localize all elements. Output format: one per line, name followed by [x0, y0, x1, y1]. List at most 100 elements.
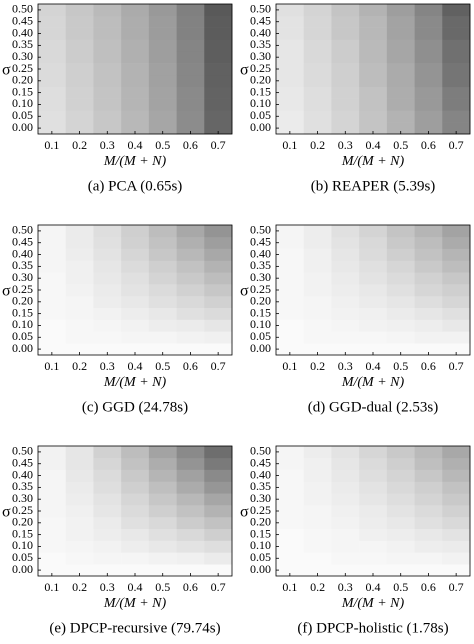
x-tick-label: 0.5 — [393, 580, 408, 594]
heatmap-cell — [359, 552, 388, 565]
heatmap-cell — [386, 86, 415, 99]
heatmap-cell — [359, 86, 388, 99]
heatmap-cell — [38, 343, 67, 356]
y-tick-label: 0.05 — [12, 108, 33, 122]
y-tick-label: 0.15 — [12, 526, 33, 540]
heatmap-cell — [442, 343, 471, 356]
heatmap-cell — [93, 225, 122, 238]
heatmap-cell — [386, 493, 415, 506]
heatmap-cell — [276, 295, 305, 309]
heatmap-cell — [65, 272, 94, 285]
heatmap-cell — [148, 481, 177, 494]
heatmap-cell — [442, 319, 471, 332]
heatmap-cell — [331, 225, 360, 238]
heatmap-cell — [303, 248, 332, 261]
heatmap-cell — [386, 319, 415, 332]
heatmap-cell — [176, 295, 205, 309]
heatmap-cell — [176, 110, 205, 123]
x-tick-label: 0.4 — [366, 138, 381, 152]
heatmap-cell — [65, 343, 94, 356]
y-tick-label: 0.50 — [250, 444, 271, 458]
heatmap-cell — [121, 51, 150, 64]
heatmap-cell — [148, 63, 177, 76]
y-tick-label: 0.45 — [250, 455, 271, 469]
heatmap-cell — [148, 295, 177, 309]
heatmap-cell — [442, 552, 471, 565]
heatmap-cell — [386, 248, 415, 261]
heatmap-cell — [442, 248, 471, 261]
heatmap-cell — [359, 39, 388, 52]
heatmap-cell — [414, 122, 443, 135]
heatmap-cell — [93, 446, 122, 459]
x-axis-label: M/(M + N) — [341, 596, 405, 611]
heatmap-cell — [148, 331, 177, 344]
heatmap-cell — [204, 319, 233, 332]
heatmap-cell — [442, 272, 471, 285]
caption: (a) PCA (0.65s) — [88, 178, 183, 194]
heatmap-cell — [65, 98, 94, 111]
heatmap-cell — [148, 51, 177, 64]
heatmap-cell — [38, 110, 67, 123]
heatmap-cell — [148, 86, 177, 99]
heatmap-cell — [121, 516, 150, 530]
caption: (e) DPCP-recursive (79.74s) — [49, 620, 220, 636]
y-tick-label: 0.10 — [12, 317, 33, 331]
heatmap-cell — [148, 236, 177, 249]
heatmap-cell — [276, 564, 305, 577]
heatmap-cell — [303, 225, 332, 238]
heatmap-cell — [331, 248, 360, 261]
y-tick-label: 0.25 — [250, 503, 271, 517]
heatmap-cell — [331, 540, 360, 553]
heatmap-cell — [148, 469, 177, 482]
heatmap-cell — [303, 552, 332, 565]
caption: (c) GGD (24.78s) — [82, 399, 188, 415]
heatmap-cell — [303, 319, 332, 332]
x-tick-label: 0.1 — [282, 138, 297, 152]
x-tick-label: 0.4 — [128, 359, 143, 373]
heatmap-cell — [65, 457, 94, 470]
x-tick-label: 0.3 — [100, 138, 115, 152]
heatmap-cell — [276, 331, 305, 344]
y-tick-label: 0.20 — [12, 515, 33, 529]
heatmap-cell — [414, 516, 443, 530]
heatmap-cell — [359, 284, 388, 297]
heatmap-cell — [359, 15, 388, 28]
heatmap-cell — [148, 343, 177, 356]
heatmap-cell — [204, 528, 233, 541]
x-tick-label: 0.3 — [100, 359, 115, 373]
heatmap-cell — [93, 15, 122, 28]
heatmap-cell — [414, 481, 443, 494]
heatmap-cell — [148, 248, 177, 261]
heatmap-cell — [386, 528, 415, 541]
heatmap-cell — [93, 39, 122, 52]
heatmap-cell — [65, 39, 94, 52]
heatmap-cell — [176, 343, 205, 356]
heatmap-cell — [93, 481, 122, 494]
y-tick-label: 0.45 — [12, 234, 33, 248]
heatmap-cell — [331, 51, 360, 64]
heatmap-cell — [442, 122, 471, 135]
heatmap-cell — [331, 516, 360, 530]
heatmap-cell — [204, 225, 233, 238]
heatmap-cell — [331, 4, 360, 17]
heatmap-cell — [414, 295, 443, 309]
y-tick-label: 0.35 — [250, 37, 271, 51]
y-tick-label: 0.05 — [250, 108, 271, 122]
y-tick-label: 0.10 — [250, 96, 271, 110]
heatmap-cell — [93, 295, 122, 309]
heatmap-cell — [276, 552, 305, 565]
heatmap-cell — [303, 343, 332, 356]
heatmap-cell — [121, 15, 150, 28]
y-tick-label: 0.50 — [12, 2, 33, 16]
heatmap-cell — [414, 4, 443, 17]
x-tick-label: 0.6 — [421, 138, 436, 152]
heatmap-cell — [148, 98, 177, 111]
heatmap-cell — [38, 331, 67, 344]
heatmap-cell — [331, 63, 360, 76]
heatmap-cell — [65, 63, 94, 76]
heatmap-cell — [414, 331, 443, 344]
x-tick-label: 0.5 — [155, 580, 170, 594]
x-tick-label: 0.5 — [393, 138, 408, 152]
heatmap-cell — [121, 319, 150, 332]
heatmap-cell — [204, 15, 233, 28]
